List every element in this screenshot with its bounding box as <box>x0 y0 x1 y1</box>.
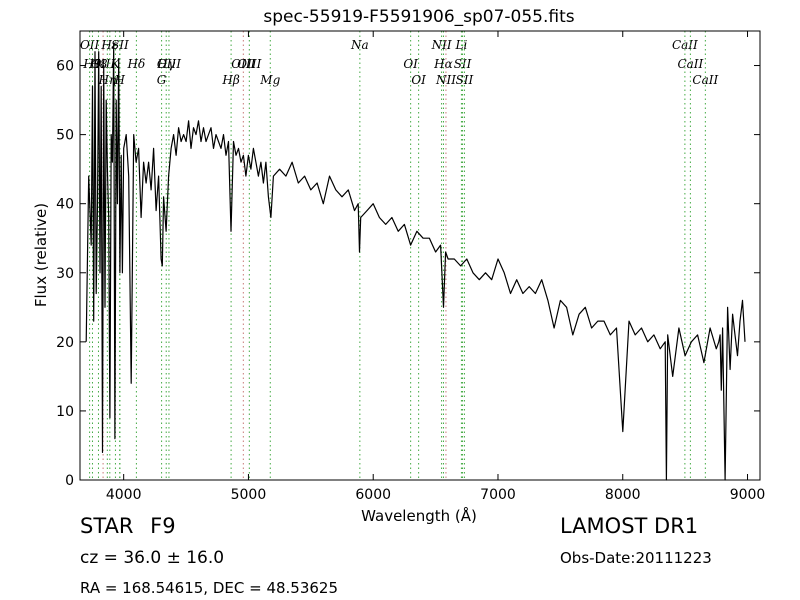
line-marker-label: OII <box>80 38 100 52</box>
line-marker-label: Mg <box>259 73 280 87</box>
line-marker-label: CaII <box>677 57 703 71</box>
y-tick-label: 20 <box>56 335 74 351</box>
line-marker-label: SII <box>111 38 129 52</box>
subclass-label: F9 <box>150 514 176 538</box>
line-marker-label: OIII <box>237 57 261 71</box>
x-axis-label: Wavelength (Å) <box>361 506 477 525</box>
x-tick-label: 6000 <box>355 487 391 503</box>
line-marker-label: Hδ <box>127 57 146 71</box>
line-marker-label: SII <box>454 57 472 71</box>
line-marker-label: Hβ <box>221 73 239 87</box>
line-marker-label: NII <box>435 73 456 87</box>
coordinates-label: RA = 168.54615, DEC = 48.53625 <box>80 579 339 597</box>
plot-frame <box>79 30 761 481</box>
line-marker-label: OIII <box>157 57 181 71</box>
line-marker-label: Hα <box>433 57 453 71</box>
class-label: STAR <box>80 514 134 538</box>
spectrum-line <box>85 44 746 481</box>
line-marker-label: NII <box>431 38 452 52</box>
line-marker-label: OI <box>411 73 426 87</box>
x-axis: 4000 5000 6000 7000 8000 9000 <box>106 31 765 503</box>
y-tick-label: 30 <box>56 266 74 282</box>
line-marker-label: H9 <box>82 57 101 71</box>
line-marker-label: OI <box>403 57 418 71</box>
line-marker-label: K <box>110 57 121 71</box>
line-marker-label: CaII <box>672 38 698 52</box>
line-marker-label: Li <box>455 38 468 52</box>
y-tick-label: 50 <box>56 128 74 144</box>
line-marker-label: H <box>113 73 125 87</box>
object-class: STAR F9 <box>80 514 176 538</box>
survey-label: LAMOST DR1 <box>560 514 699 538</box>
x-tick-label: 4000 <box>106 487 142 503</box>
y-axis-label: Flux (relative) <box>32 203 50 307</box>
x-tick-label: 7000 <box>480 487 516 503</box>
line-marker-label: Hγ <box>156 57 175 71</box>
x-tick-label: 5000 <box>231 487 267 503</box>
obs-date-label: Obs-Date:20111223 <box>560 549 712 567</box>
y-tick-label: 40 <box>56 197 74 213</box>
y-tick-label: 10 <box>56 404 74 420</box>
x-tick-label: 8000 <box>605 487 641 503</box>
line-marker-label: Hη <box>97 73 116 87</box>
line-marker-label: G <box>157 73 167 87</box>
x-tick-label: 9000 <box>730 487 766 503</box>
line-marker-label: OIII <box>91 57 115 71</box>
y-tick-label: 0 <box>65 473 74 489</box>
y-axis: 0 10 20 30 40 50 60 <box>56 59 760 489</box>
line-markers: OIIH9H8OIIIHηHεKHSIIHδGHγOIIIHβOIIIOIIIM… <box>80 31 719 480</box>
redshift-label: cz = 36.0 ± 16.0 <box>80 548 225 568</box>
line-marker-label: SII <box>456 73 474 87</box>
chart-title: spec-55919-F5591906_sp07-055.fits <box>263 7 574 27</box>
line-marker-label: CaII <box>692 73 718 87</box>
line-marker-label: Na <box>350 38 369 52</box>
y-tick-label: 60 <box>56 59 74 75</box>
